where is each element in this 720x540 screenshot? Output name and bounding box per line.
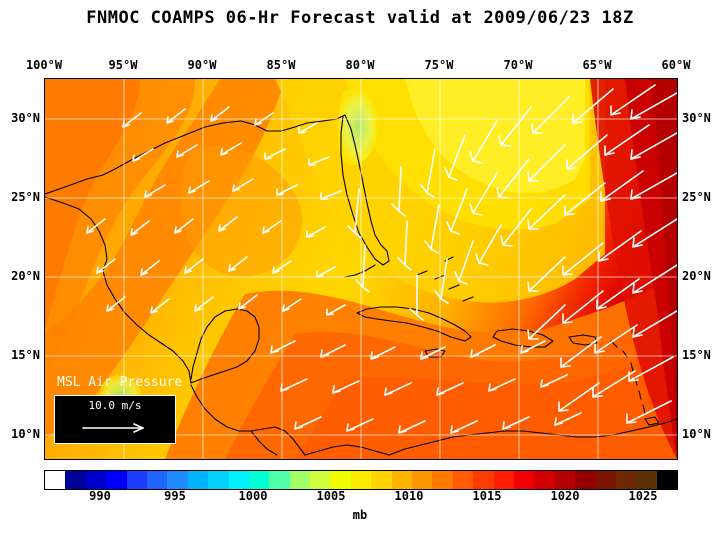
lon-tick-label: 85°W — [266, 58, 296, 72]
lon-tick-label: 80°W — [345, 58, 375, 72]
colorbar-swatch — [330, 471, 351, 489]
colorbar-swatch — [412, 471, 433, 489]
colorbar-tick: 990 — [89, 489, 111, 503]
colorbar-swatch — [248, 471, 270, 489]
colorbar-swatch — [595, 471, 616, 489]
colorbar-swatch — [208, 471, 229, 489]
lat-tick-label: 25°N — [11, 190, 40, 204]
lat-tick-label: 10°N — [11, 427, 40, 441]
lat-tick-label: 15°N — [682, 348, 711, 362]
colorbar-swatch — [146, 471, 168, 489]
colorbar-swatch — [289, 471, 311, 489]
lon-tick-label: 65°W — [582, 58, 612, 72]
lat-tick-label: 10°N — [682, 427, 711, 441]
lat-tick-label: 15°N — [11, 348, 40, 362]
colorbar-swatch — [228, 471, 249, 489]
lon-tick-label: 75°W — [424, 58, 454, 72]
wind-vector-legend: 10.0 m/s — [54, 395, 176, 444]
colorbar-tick: 995 — [164, 489, 186, 503]
colorbar-swatch — [187, 471, 209, 489]
colorbar-swatch — [126, 471, 147, 489]
colorbar-swatch — [575, 471, 596, 489]
lat-tick-label: 30°N — [682, 111, 711, 125]
colorbar-swatch — [371, 471, 392, 489]
field-label: MSL Air Pressure — [57, 375, 183, 390]
colorbar-swatch — [473, 471, 494, 489]
colorbar-swatch — [452, 471, 474, 489]
colorbar-swatch — [45, 471, 66, 489]
colorbar-swatch — [350, 471, 372, 489]
colorbar-swatch — [513, 471, 535, 489]
latitude-axis-right: 30°N 25°N 20°N 15°N 10°N — [682, 0, 720, 540]
colorbar-tick: 1010 — [394, 489, 424, 503]
colorbar-swatch — [656, 471, 678, 489]
wind-legend-value: 10.0 m/s — [88, 399, 142, 412]
colorbar-tick: 1005 — [316, 489, 346, 503]
colorbar-swatch — [167, 471, 188, 489]
lon-tick-label: 70°W — [503, 58, 533, 72]
colorbar-swatch — [106, 471, 127, 489]
colorbar-tick-labels: 990 995 1000 1005 1010 1015 1020 1025 — [44, 489, 676, 505]
colorbar-swatch — [391, 471, 413, 489]
lon-tick-label: 60°W — [661, 58, 691, 72]
colorbar — [44, 470, 678, 490]
colorbar-tick: 1020 — [550, 489, 580, 503]
colorbar-swatch — [310, 471, 331, 489]
colorbar-swatch — [493, 471, 514, 489]
colorbar-swatch — [554, 471, 576, 489]
lat-tick-label: 20°N — [11, 269, 40, 283]
colorbar-swatch — [534, 471, 555, 489]
colorbar-swatch — [85, 471, 107, 489]
colorbar-tick: 1000 — [238, 489, 268, 503]
colorbar-tick: 1025 — [628, 489, 658, 503]
lat-tick-label: 30°N — [11, 111, 40, 125]
lat-tick-label: 25°N — [682, 190, 711, 204]
lon-tick-label: 90°W — [187, 58, 217, 72]
longitude-axis-top: 100°W 95°W 90°W 85°W 80°W 75°W 70°W 65°W… — [0, 58, 720, 72]
colorbar-swatch — [615, 471, 637, 489]
colorbar-tick: 1015 — [472, 489, 502, 503]
lon-tick-label: 95°W — [108, 58, 138, 72]
lat-tick-label: 20°N — [682, 269, 711, 283]
colorbar-swatch — [432, 471, 453, 489]
colorbar-swatch — [269, 471, 290, 489]
page-title: FNMOC COAMPS 06-Hr Forecast valid at 200… — [86, 8, 634, 28]
colorbar-swatch — [65, 471, 86, 489]
lon-tick-label: 100°W — [25, 58, 63, 72]
colorbar-swatch — [636, 471, 657, 489]
colorbar-unit-label: mb — [352, 508, 368, 522]
latitude-axis-left: 30°N 25°N 20°N 15°N 10°N — [0, 0, 40, 540]
